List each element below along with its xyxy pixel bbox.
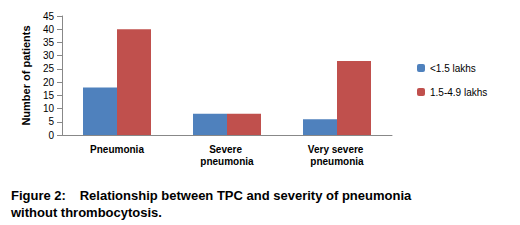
svg-text:without thrombocytosis.: without thrombocytosis. bbox=[10, 205, 162, 220]
svg-text:pneumonia: pneumonia bbox=[200, 156, 254, 167]
svg-text:5: 5 bbox=[48, 116, 54, 127]
svg-text:20: 20 bbox=[43, 77, 55, 88]
svg-text:pneumonia: pneumonia bbox=[310, 156, 364, 167]
svg-text:30: 30 bbox=[43, 50, 55, 61]
svg-text:Pneumonia: Pneumonia bbox=[90, 144, 144, 155]
svg-text:10: 10 bbox=[43, 103, 55, 114]
svg-text:Number of patients: Number of patients bbox=[20, 25, 32, 125]
svg-text:Relationship between TPC and s: Relationship between TPC and severity of… bbox=[76, 188, 415, 203]
svg-text:<1.5 lakhs: <1.5 lakhs bbox=[430, 63, 476, 74]
svg-text:Very severe: Very severe bbox=[308, 144, 366, 155]
svg-text:1.5-4.9 lakhs: 1.5-4.9 lakhs bbox=[430, 87, 487, 98]
svg-text:25: 25 bbox=[43, 63, 55, 74]
svg-text:Figure 2:: Figure 2: bbox=[11, 188, 66, 203]
svg-text:45: 45 bbox=[43, 11, 55, 22]
svg-text:0: 0 bbox=[48, 130, 54, 141]
svg-text:35: 35 bbox=[43, 37, 55, 48]
svg-text:15: 15 bbox=[43, 90, 55, 101]
svg-text:40: 40 bbox=[43, 24, 55, 35]
svg-text:Severe: Severe bbox=[209, 144, 245, 155]
